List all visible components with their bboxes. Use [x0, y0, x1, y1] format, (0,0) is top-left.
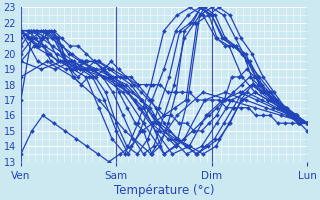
X-axis label: Température (°c): Température (°c) [114, 184, 214, 197]
